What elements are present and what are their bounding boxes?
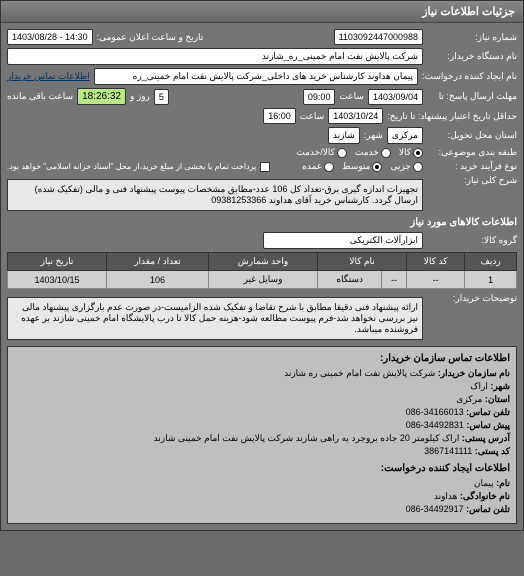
th-code: کد کالا bbox=[406, 253, 464, 271]
delivery-addr-label: استان محل تحویل: bbox=[427, 130, 517, 141]
buyer-contact-link[interactable]: اطلاعات تماس خریدار bbox=[7, 71, 90, 82]
req-no-label: شماره نیاز: bbox=[427, 32, 517, 43]
public-date-label: تاریخ و ساعت اعلان عمومی: bbox=[97, 32, 204, 43]
requester-label: نام ایجاد کننده درخواست: bbox=[422, 71, 517, 82]
desc-text: تجهیزات اندازه گیری برق-تعداد کل 106 عدد… bbox=[7, 179, 423, 211]
goods-section-title: اطلاعات کالاهای مورد نیاز bbox=[7, 217, 517, 228]
remain-day-label: روز و bbox=[130, 91, 150, 102]
creator-title: اطلاعات ایجاد کننده درخواست: bbox=[14, 463, 510, 474]
validity-date-field: 1403/10/24 bbox=[328, 108, 383, 124]
delivery-province-field: مرکزی bbox=[387, 127, 423, 144]
need-type-radio-group: کالا خدمت کالا/خدمت bbox=[296, 147, 423, 158]
remain-label: ساعت باقی مانده bbox=[7, 91, 73, 102]
contact-box: اطلاعات تماس سازمان خریدار: نام سازمان خ… bbox=[7, 346, 517, 524]
remain-day-field: 5 bbox=[154, 89, 169, 105]
buyer-device-label: نام دستگاه خریدار: bbox=[427, 51, 517, 62]
goods-group-label: گروه کالا: bbox=[427, 235, 517, 246]
notes-text: ارائه پیشنهاد فنی دقیقا مطابق با شرح تقا… bbox=[7, 297, 423, 340]
deadline-label: مهلت ارسال پاسخ: تا bbox=[427, 91, 517, 102]
radio-motavaset[interactable] bbox=[372, 162, 382, 172]
buy-type-radio-group: جزیی متوسط عمده bbox=[302, 161, 423, 172]
city-label: شهر: bbox=[364, 130, 383, 141]
goods-group-field: ابزارآلات الکتریکی bbox=[263, 232, 423, 249]
panel-title: جزئیات اطلاعات نیاز bbox=[1, 1, 523, 23]
delivery-city-field: شازند bbox=[328, 127, 360, 144]
radio-omde[interactable] bbox=[324, 162, 334, 172]
radio-both[interactable] bbox=[337, 148, 347, 158]
deadline-date-field: 1403/09/04 bbox=[368, 89, 423, 105]
validity-time-field: 16:00 bbox=[263, 108, 296, 124]
radio-khedmat[interactable] bbox=[381, 148, 391, 158]
th-unit: واحد شمارش bbox=[208, 253, 317, 271]
time-label-2: ساعت bbox=[300, 111, 325, 122]
radio-kala[interactable] bbox=[413, 148, 423, 158]
treasury-checkbox[interactable] bbox=[260, 162, 270, 172]
th-row: ردیف bbox=[465, 253, 517, 271]
notes-label: توضیحات خریدار: bbox=[427, 293, 517, 304]
deadline-time-field: 09:00 bbox=[303, 89, 336, 105]
countdown-timer: 18:26:32 bbox=[77, 88, 126, 105]
req-no-field: 1103092447000988 bbox=[334, 29, 423, 45]
buy-type-label: نوع فرآیند خرید : bbox=[427, 161, 517, 172]
need-type-label: طبقه بندی موضوعی: bbox=[427, 147, 517, 158]
requester-field: پیمان هداوند کارشناس خرید های داخلی_شرکت… bbox=[94, 68, 418, 85]
buyer-device-field: شرکت پالایش نفت امام خمینی_ره_شازند bbox=[7, 48, 423, 65]
radio-jozi[interactable] bbox=[413, 162, 423, 172]
th-qty: تعداد / مقدار bbox=[107, 253, 209, 271]
desc-label: شرح کلی نیاز: bbox=[427, 175, 517, 186]
contact-title: اطلاعات تماس سازمان خریدار: bbox=[14, 353, 510, 364]
goods-table: ردیف کد کالا نام کالا واحد شمارش تعداد /… bbox=[7, 252, 517, 289]
table-row: 1 -- -- دستگاه وسایل غیر 106 1403/10/15 bbox=[8, 271, 517, 289]
th-name: نام کالا bbox=[318, 253, 407, 271]
validity-label: حداقل تاریخ اعتبار پیشنهاد: تا تاریخ: bbox=[387, 111, 517, 122]
time-label-1: ساعت bbox=[339, 91, 364, 102]
partial-pay-label: پرداخت تمام یا بخشی از مبلغ خرید،از محل … bbox=[7, 162, 256, 171]
public-date-field: 14:30 - 1403/08/28 bbox=[7, 29, 93, 45]
th-date: تاریخ نیاز bbox=[8, 253, 107, 271]
